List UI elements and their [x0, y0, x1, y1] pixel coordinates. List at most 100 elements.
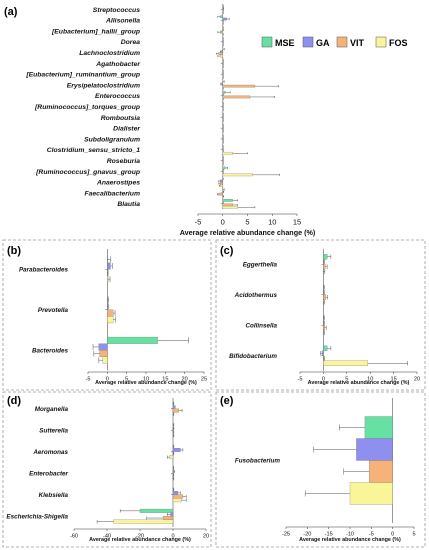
panel-b-x-tick-label: 0: [106, 377, 109, 383]
panel-label-d: (d): [7, 395, 21, 407]
panel-c-bar-mse: [323, 345, 328, 351]
panel-d-bar-mse: [139, 508, 174, 513]
panel-e-x-tick-label: -20: [303, 532, 311, 538]
panel-b-x-axis-label: Average relative abundance change (%): [95, 380, 197, 386]
legend-swatch-ga: [302, 36, 314, 48]
panel-b-frame: [2, 239, 212, 391]
panel-d-bar-ga: [172, 490, 179, 495]
panel-a-category-label: [Ruminococcus]_torques_group: [34, 104, 140, 111]
panel-c-category-label: Eggerthella: [243, 261, 278, 268]
panel-a-category-label: [Eubacterium]_ruminantium_group: [25, 72, 140, 79]
panel-b-bar-ga: [107, 262, 111, 270]
legend-label-fos: FOS: [389, 38, 408, 48]
panel-d-bar-vit: [162, 516, 174, 520]
panel-d-bar-ga: [172, 469, 174, 474]
panel-c-bar-vit: [323, 264, 326, 270]
panel-b-category-label: Parabacteroides: [19, 266, 68, 273]
panel-d-bar-vit: [172, 408, 179, 413]
panel-a-bar-mse: [222, 166, 226, 170]
panel-c-bar-fos: [323, 360, 369, 366]
legend-swatch-mse: [261, 36, 273, 48]
panel-c-x-axis-label: Average relative abundance change (%): [308, 380, 410, 386]
panel-d-x-tick-label: 20: [203, 534, 209, 540]
legend-label-vit: VIT: [350, 38, 365, 48]
panel-a-category-label: Agathobacter: [95, 61, 140, 68]
panel-a-bar-fos: [220, 184, 223, 187]
panel-a-bar-vit: [220, 182, 223, 185]
panel-c-category-label: Collinsella: [246, 322, 278, 329]
panel-a-bar-ga: [221, 50, 223, 53]
panel-e-category-label: Fusobacterium: [235, 458, 281, 465]
panel-a-bar-vit: [218, 192, 223, 196]
panel-b-bar-fos: [107, 275, 109, 283]
legend-label-mse: MSE: [275, 38, 295, 48]
panel-a-bar-fos: [222, 151, 233, 155]
panel-b-bar-fos: [102, 356, 108, 364]
panel-d-x-tick-label: -20: [136, 534, 144, 540]
panel-label-c: (c): [220, 245, 234, 257]
panel-e-bar-mse: [364, 416, 393, 439]
panel-b-bar-ga: [98, 343, 108, 351]
panel-d-bar-fos: [172, 498, 182, 503]
panel-c-bar-vit: [323, 325, 325, 331]
panel-c-category-label: Acidothermus: [234, 292, 278, 299]
panel-a-x-tick-label: 15: [293, 218, 301, 227]
panel-d-category-label: Sutterella: [39, 427, 68, 434]
panel-b-x-tick-label: 5: [125, 377, 128, 383]
panel-d-x-tick-label: 0: [171, 534, 174, 540]
panel-e-bar-ga: [356, 438, 393, 461]
panel-c-x-tick-label: -5: [298, 377, 303, 383]
panel-a-bar-vit: [222, 84, 256, 88]
panel-a-x-axis-label: Average relative abundance change (%): [180, 228, 316, 237]
panel-b-bar-mse: [107, 336, 158, 344]
panel-b-bar-vit: [99, 350, 108, 357]
panel-d-x-axis-label: Average relative abundance change (%): [89, 537, 191, 543]
panel-a-bar-vit: [218, 52, 223, 56]
panel-b-category-label: Prevotella: [38, 307, 69, 314]
panel-d-category-label: Klebsiella: [39, 492, 69, 499]
panel-e-x-tick-label: -15: [325, 532, 333, 538]
panel-e-bar-fos: [349, 482, 393, 505]
legend: MSE GA VIT FOS: [261, 36, 408, 48]
panel-e-bar-vit: [369, 460, 393, 483]
panel-b-bar-vit: [107, 309, 114, 317]
panel-a-bar-ga: [220, 179, 223, 183]
panel-c-category-label: Bifidobacterium: [229, 353, 277, 360]
charts-layer: Streptococcus Allisonella [Eubacterium]_ha…: [6, 4, 420, 543]
panel-a-category-label: Dialister: [113, 126, 140, 133]
panel-b-x-tick-label: -5: [86, 377, 91, 383]
panel-d-bar-ga: [172, 447, 181, 452]
panel-a-bar-mse: [222, 91, 226, 94]
panel-a-category-label: Allisonella: [105, 18, 140, 25]
panel-label-e: (e): [220, 395, 234, 407]
legend-label-ga: GA: [316, 38, 330, 48]
panel-label-a: (a): [4, 6, 18, 18]
panel-d-category-label: Escherichia-Shigella: [6, 513, 68, 520]
panel-d-frame: [2, 391, 212, 548]
panel-b-x-tick-label: 20: [182, 377, 188, 383]
panel-a-x-tick-label: 10: [268, 218, 276, 227]
panel-c-bar-mse: [323, 254, 328, 260]
panel-d-category-label: Aeromonas: [32, 449, 68, 456]
panel-a-bar-mse: [220, 15, 223, 19]
panel-c-x-tick-label: 10: [367, 377, 373, 383]
panel-a-category-label: [Eubacterium]_hallii_group: [51, 28, 140, 35]
panel-d-x-tick-label: -40: [103, 534, 111, 540]
panel-c-x-tick-label: 20: [414, 377, 420, 383]
legend-swatch-fos: [375, 36, 387, 48]
panel-a-x-tick-label: 0: [221, 218, 225, 227]
panel-a-x-tick-label: 5: [245, 218, 249, 227]
panel-a-category-label: Roseburia: [107, 158, 140, 165]
panel-a-category-label: Erysipelatoclostridium: [67, 82, 140, 89]
panel-label-b: (b): [7, 245, 21, 257]
panel-a-category-label: Streptococcus: [93, 7, 140, 14]
panel-a-category-label: Clostridium_sensu_stricto_1: [47, 147, 141, 154]
panel-a-bar-fos: [222, 205, 238, 209]
panel-d-category-label: Morganella: [35, 406, 69, 413]
panel-d-bar-vit: [172, 494, 184, 499]
panel-a-category-label: Dorea: [121, 39, 140, 46]
panel-a-category-label: Romboutsia: [101, 115, 140, 122]
panel-b-x-tick-label: 10: [143, 377, 149, 383]
panel-c-bar-vit: [323, 294, 326, 300]
panel-a-bar-vit: [222, 95, 251, 99]
